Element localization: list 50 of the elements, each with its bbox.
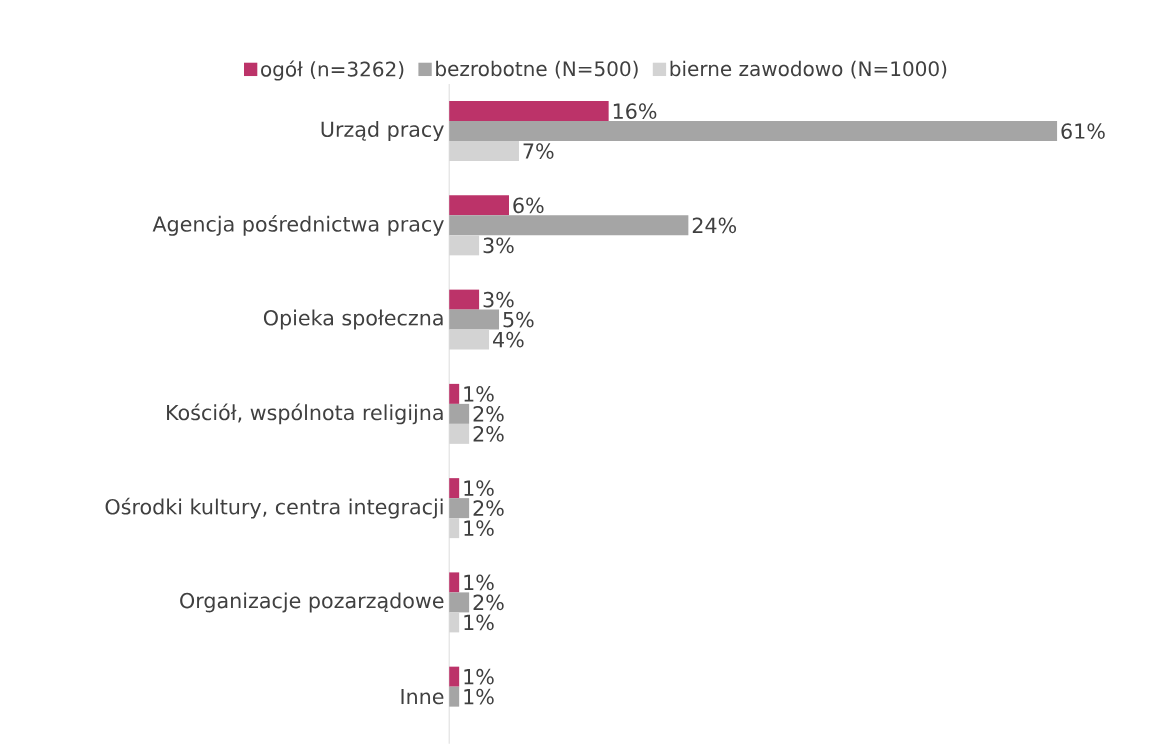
- bar: [449, 235, 480, 256]
- bar: [449, 329, 490, 350]
- data-label: 24%: [692, 217, 737, 234]
- data-label: 2%: [473, 426, 504, 442]
- bar: [449, 289, 480, 310]
- data-label: 1%: [464, 520, 494, 536]
- bar: [449, 612, 460, 633]
- bar: [449, 423, 470, 444]
- y-tick-label: Organizacje pozarządowe: [180, 592, 444, 613]
- bar: [449, 403, 470, 424]
- data-label: 4%: [493, 331, 524, 348]
- data-label: 2%: [473, 406, 504, 422]
- y-tick-label: Urząd pracy: [321, 121, 444, 142]
- y-tick-label: Kościół, wspólnota religijna: [167, 403, 443, 425]
- data-label: 1%: [464, 688, 494, 705]
- bar: [449, 518, 460, 539]
- bar: [449, 215, 689, 236]
- data-label: 7%: [523, 143, 554, 159]
- data-label: 61%: [1061, 123, 1105, 139]
- bar: [449, 121, 1058, 142]
- bar: [449, 141, 519, 162]
- data-label: 16%: [613, 103, 657, 119]
- legend-label: bierne zawodowo (N=1000): [670, 60, 947, 79]
- data-label: 1%: [464, 668, 494, 685]
- bar: [449, 383, 460, 404]
- data-label: 3%: [483, 291, 514, 308]
- data-label: 3%: [483, 237, 514, 254]
- data-label: 6%: [513, 197, 544, 214]
- bar: [449, 666, 460, 687]
- bar: [449, 101, 609, 122]
- bar: [449, 195, 509, 216]
- data-label: 2%: [473, 594, 504, 611]
- legend-label: bezrobotne (N=500): [436, 60, 638, 79]
- y-tick-label: Inne: [401, 688, 444, 705]
- y-tick-label: Agencja pośrednictwa pracy: [152, 214, 444, 236]
- data-label: 2%: [473, 500, 504, 516]
- legend-label: ogół (n=3262): [261, 60, 404, 81]
- data-label: 1%: [464, 480, 494, 496]
- data-label: 5%: [503, 311, 534, 328]
- bar: [449, 592, 470, 613]
- bar: [449, 686, 460, 707]
- data-label: 1%: [464, 614, 494, 631]
- bar: [449, 309, 500, 330]
- bar: [449, 478, 460, 499]
- data-label: 1%: [464, 574, 494, 591]
- bar: [449, 572, 460, 593]
- y-tick-label: Opieka społeczna: [263, 309, 443, 330]
- y-tick-label: Ośrodki kultury, centra integracji: [105, 497, 443, 519]
- data-label: 1%: [464, 386, 494, 402]
- bar: [449, 498, 470, 519]
